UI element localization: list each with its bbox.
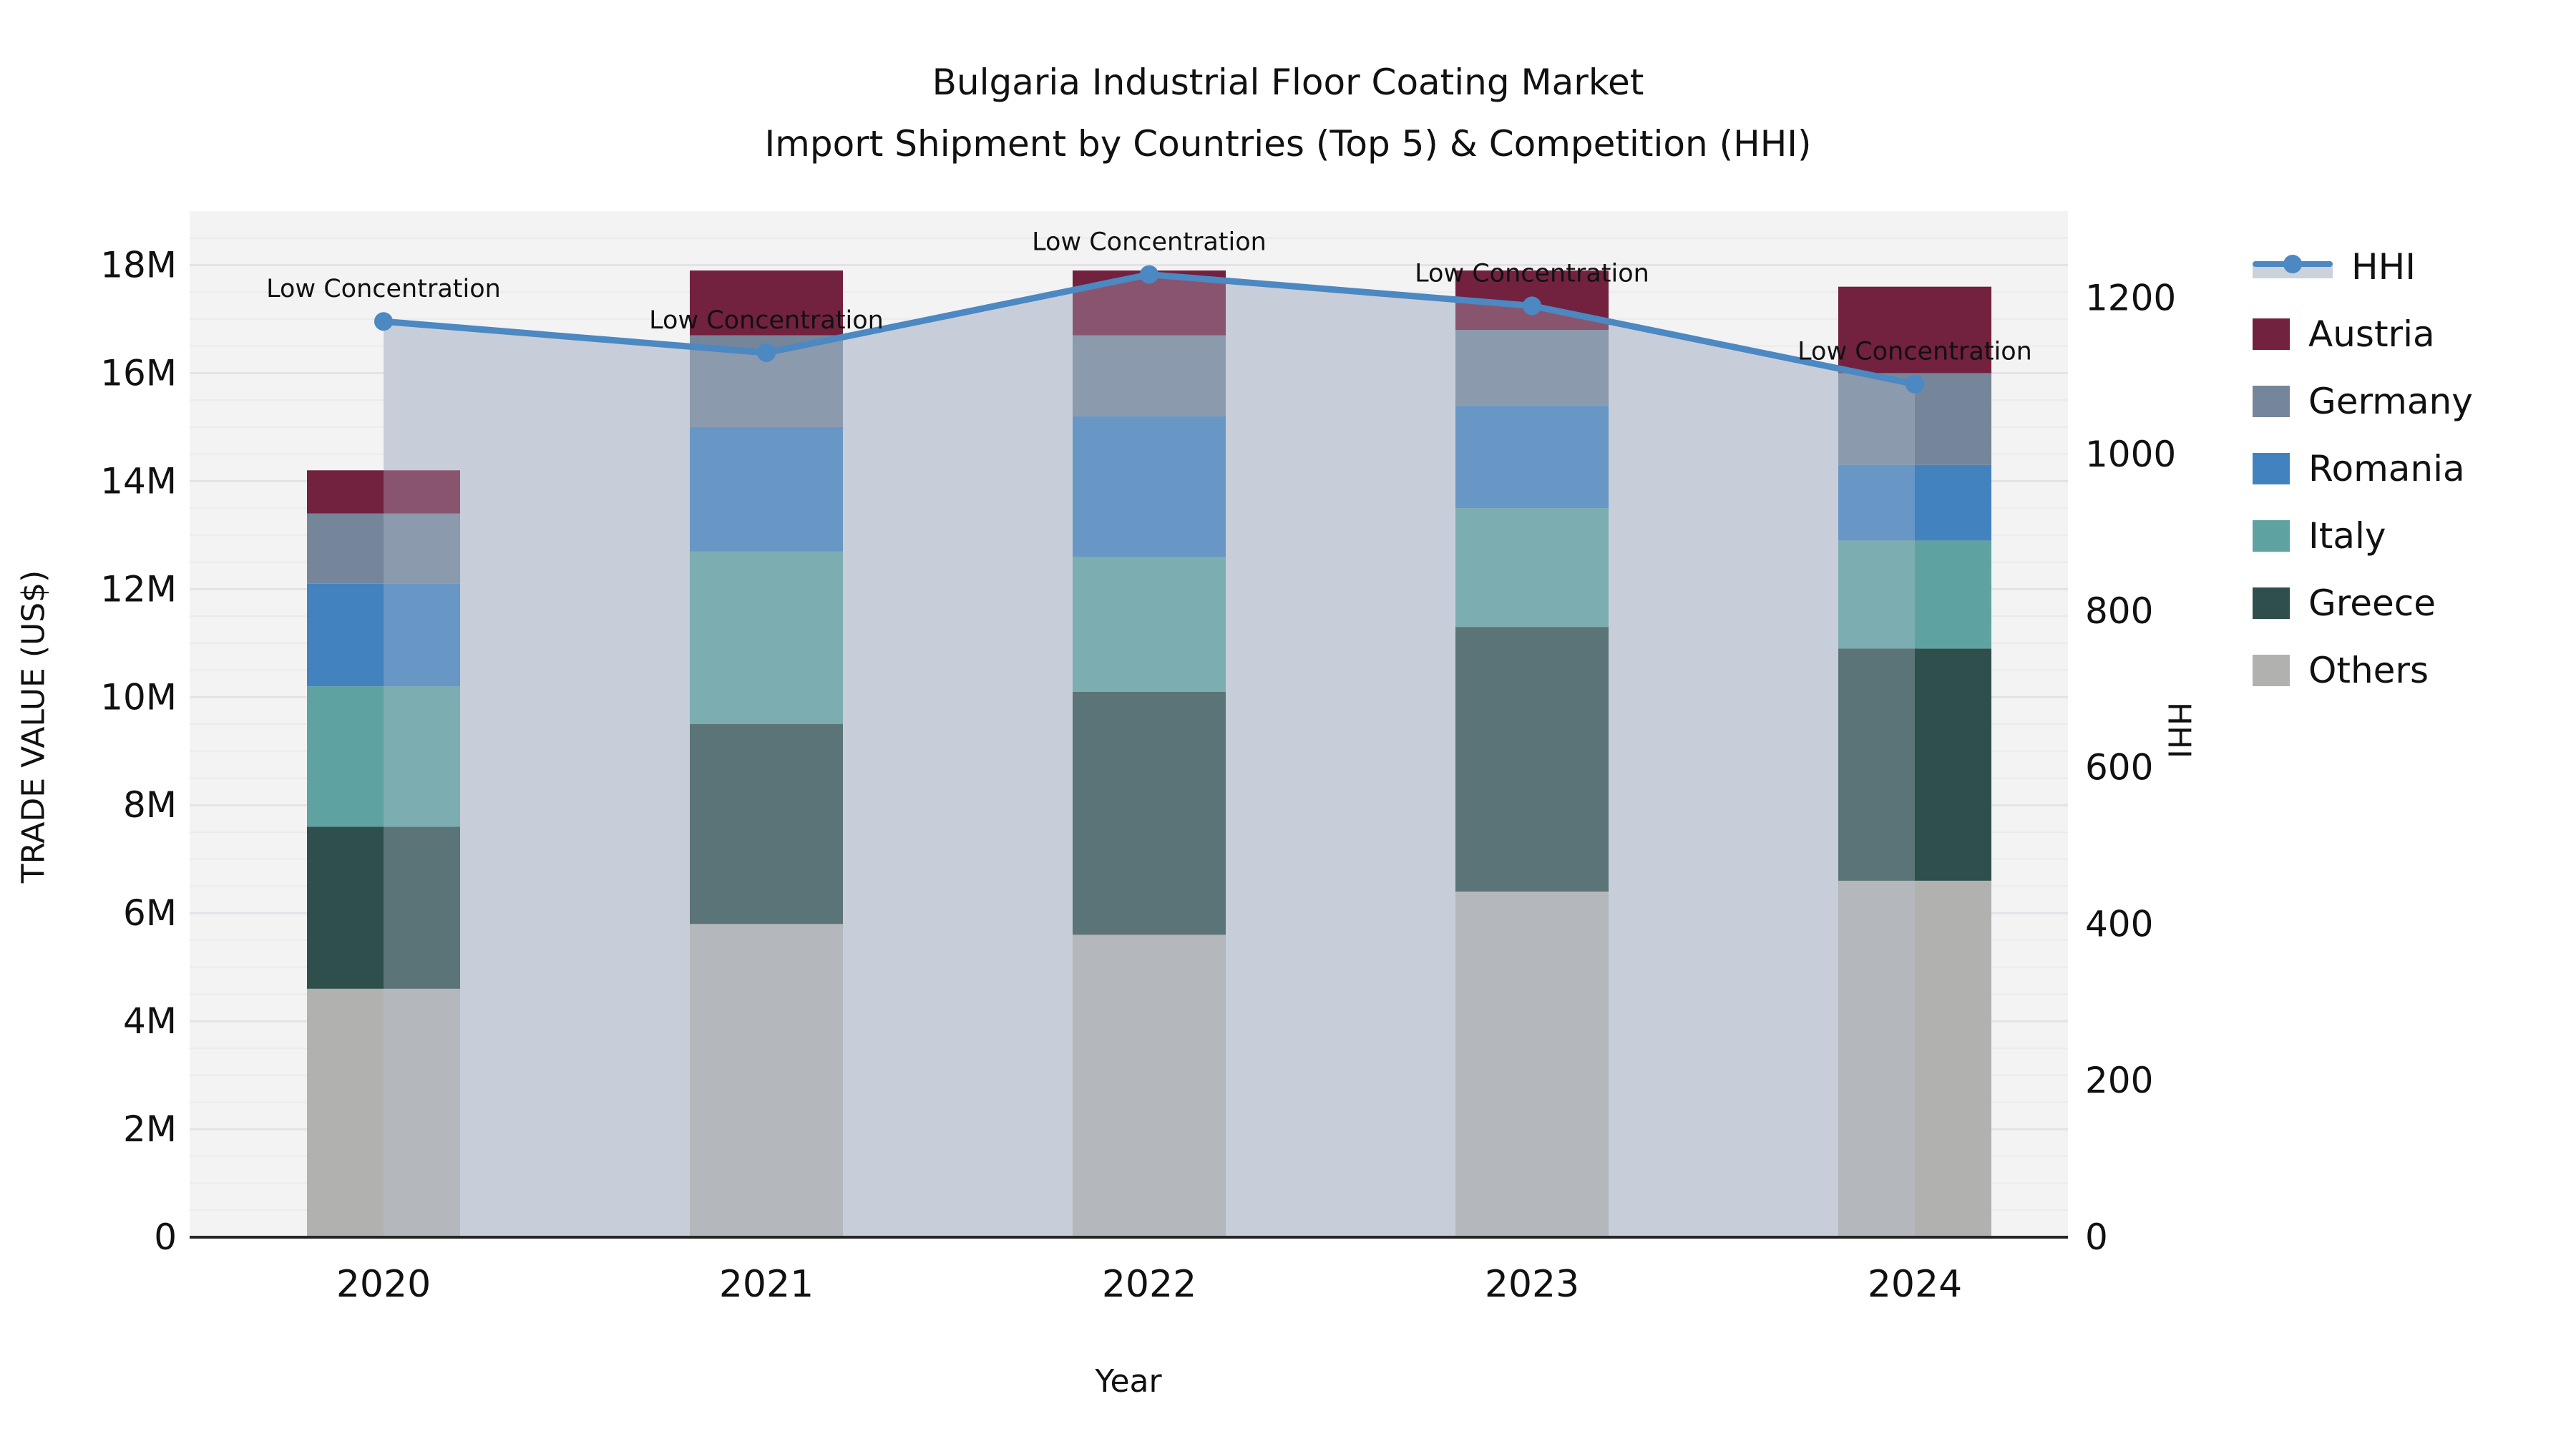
y-left-tick-8M: 8M bbox=[123, 784, 177, 826]
legend-hhi-line-icon bbox=[2253, 251, 2333, 283]
legend-label: Italy bbox=[2308, 515, 2386, 557]
annotation-2022: Low Concentration bbox=[1032, 228, 1267, 257]
legend-swatch-others bbox=[2253, 655, 2290, 686]
bar-segment-romania-2024 bbox=[1838, 464, 1991, 541]
bar-segment-greece-2021 bbox=[690, 724, 843, 924]
legend-item-romania: Romania bbox=[2253, 435, 2473, 502]
hhi-marker-2023 bbox=[1523, 296, 1541, 316]
legend-item-hhi: HHI bbox=[2253, 233, 2473, 301]
y-right-tick-200: 200 bbox=[2085, 1060, 2153, 1101]
bar-segment-romania-2023 bbox=[1455, 405, 1609, 509]
legend-item-germany: Germany bbox=[2253, 368, 2473, 435]
y-right-tick-0: 0 bbox=[2085, 1216, 2108, 1258]
legend: HHI Austria Germany Romania Italy Greece Other… bbox=[2253, 233, 2473, 704]
bar-segment-romania-2020 bbox=[307, 583, 460, 687]
bar-segment-italy-2022 bbox=[1073, 557, 1226, 692]
y-left-tick-18M: 18M bbox=[100, 244, 177, 286]
y-axis-left-title: TRADE VALUE (US$) bbox=[15, 570, 52, 884]
annotation-2024: Low Concentration bbox=[1797, 338, 2032, 366]
y-left-tick-6M: 6M bbox=[123, 892, 177, 934]
legend-item-italy: Italy bbox=[2253, 502, 2473, 570]
x-tick-2024: 2024 bbox=[1868, 1263, 1962, 1306]
chart-title-line1: Bulgaria Industrial Floor Coating Market bbox=[932, 62, 1644, 103]
bar-segment-others-2024 bbox=[1838, 880, 1991, 1237]
hhi-marker-2020 bbox=[374, 312, 393, 331]
bar-segment-italy-2023 bbox=[1455, 508, 1609, 628]
legend-label: Greece bbox=[2308, 582, 2436, 624]
annotation-2021: Low Concentration bbox=[649, 306, 884, 335]
bar-segment-germany-2022 bbox=[1073, 335, 1226, 416]
y-right-tick-1000: 1000 bbox=[2085, 434, 2176, 475]
hhi-area-overlay bbox=[384, 274, 1915, 1237]
bar-segment-others-2022 bbox=[1073, 935, 1226, 1237]
legend-label: Others bbox=[2308, 650, 2429, 691]
legend-label: Austria bbox=[2308, 313, 2435, 355]
bar-segment-others-2021 bbox=[690, 924, 843, 1237]
hhi-marker-2024 bbox=[1906, 374, 1924, 394]
bar-segment-italy-2020 bbox=[307, 686, 460, 827]
bar-segment-greece-2024 bbox=[1838, 648, 1991, 881]
hhi-marker-2022 bbox=[1140, 265, 1158, 284]
y-right-tick-1200: 1200 bbox=[2085, 277, 2176, 318]
annotation-2023: Low Concentration bbox=[1415, 259, 1649, 288]
x-tick-2020: 2020 bbox=[336, 1263, 431, 1306]
y-left-tick-2M: 2M bbox=[123, 1108, 177, 1150]
chart-title-line2: Import Shipment by Countries (Top 5) & C… bbox=[764, 123, 1812, 165]
x-axis-title: Year bbox=[1095, 1363, 1162, 1400]
y-right-tick-600: 600 bbox=[2085, 747, 2153, 789]
legend-item-others: Others bbox=[2253, 637, 2473, 704]
bar-segment-others-2020 bbox=[307, 988, 460, 1237]
y-left-tick-14M: 14M bbox=[100, 460, 177, 502]
legend-swatch-greece bbox=[2253, 587, 2290, 619]
x-tick-2023: 2023 bbox=[1485, 1263, 1579, 1306]
bar-segment-germany-2020 bbox=[307, 513, 460, 584]
chart-title: Bulgaria Industrial Floor Coating Market… bbox=[0, 52, 2576, 175]
legend-label: Romania bbox=[2308, 448, 2465, 489]
bar-segment-romania-2022 bbox=[1073, 416, 1226, 557]
legend-swatch-austria bbox=[2253, 318, 2290, 350]
legend-line-dot bbox=[2283, 255, 2302, 273]
bar-segment-italy-2021 bbox=[690, 551, 843, 724]
bar-segment-austria-2024 bbox=[1838, 286, 1991, 374]
bar-segment-austria-2021 bbox=[690, 270, 843, 336]
bar-segment-germany-2023 bbox=[1455, 330, 1609, 406]
legend-label: Germany bbox=[2308, 381, 2473, 422]
legend-item-greece: Greece bbox=[2253, 570, 2473, 637]
y-left-tick-12M: 12M bbox=[100, 568, 177, 610]
legend-swatch-italy bbox=[2253, 520, 2290, 552]
y-left-tick-0: 0 bbox=[154, 1216, 177, 1258]
legend-item-austria: Austria bbox=[2253, 301, 2473, 368]
y-right-tick-400: 400 bbox=[2085, 903, 2153, 945]
bar-segment-greece-2020 bbox=[307, 826, 460, 989]
y-left-tick-10M: 10M bbox=[100, 676, 177, 718]
annotation-2020: Low Concentration bbox=[266, 275, 501, 303]
legend-swatch-romania bbox=[2253, 453, 2290, 484]
bar-segment-greece-2022 bbox=[1073, 691, 1226, 935]
bar-segment-romania-2021 bbox=[690, 426, 843, 552]
legend-label: HHI bbox=[2351, 246, 2416, 288]
legend-swatch-germany bbox=[2253, 386, 2290, 417]
x-tick-2021: 2021 bbox=[719, 1263, 814, 1306]
bar-segment-italy-2024 bbox=[1838, 540, 1991, 649]
y-left-tick-16M: 16M bbox=[100, 352, 177, 394]
y-axis-right-title: HHI bbox=[2160, 701, 2197, 759]
y-right-tick-800: 800 bbox=[2085, 590, 2153, 632]
y-left-tick-4M: 4M bbox=[123, 1000, 177, 1042]
bar-segment-greece-2023 bbox=[1455, 627, 1609, 892]
bar-segment-others-2023 bbox=[1455, 891, 1609, 1237]
bar-segment-austria-2020 bbox=[307, 470, 460, 514]
x-tick-2022: 2022 bbox=[1102, 1263, 1196, 1306]
hhi-marker-2021 bbox=[757, 343, 776, 362]
